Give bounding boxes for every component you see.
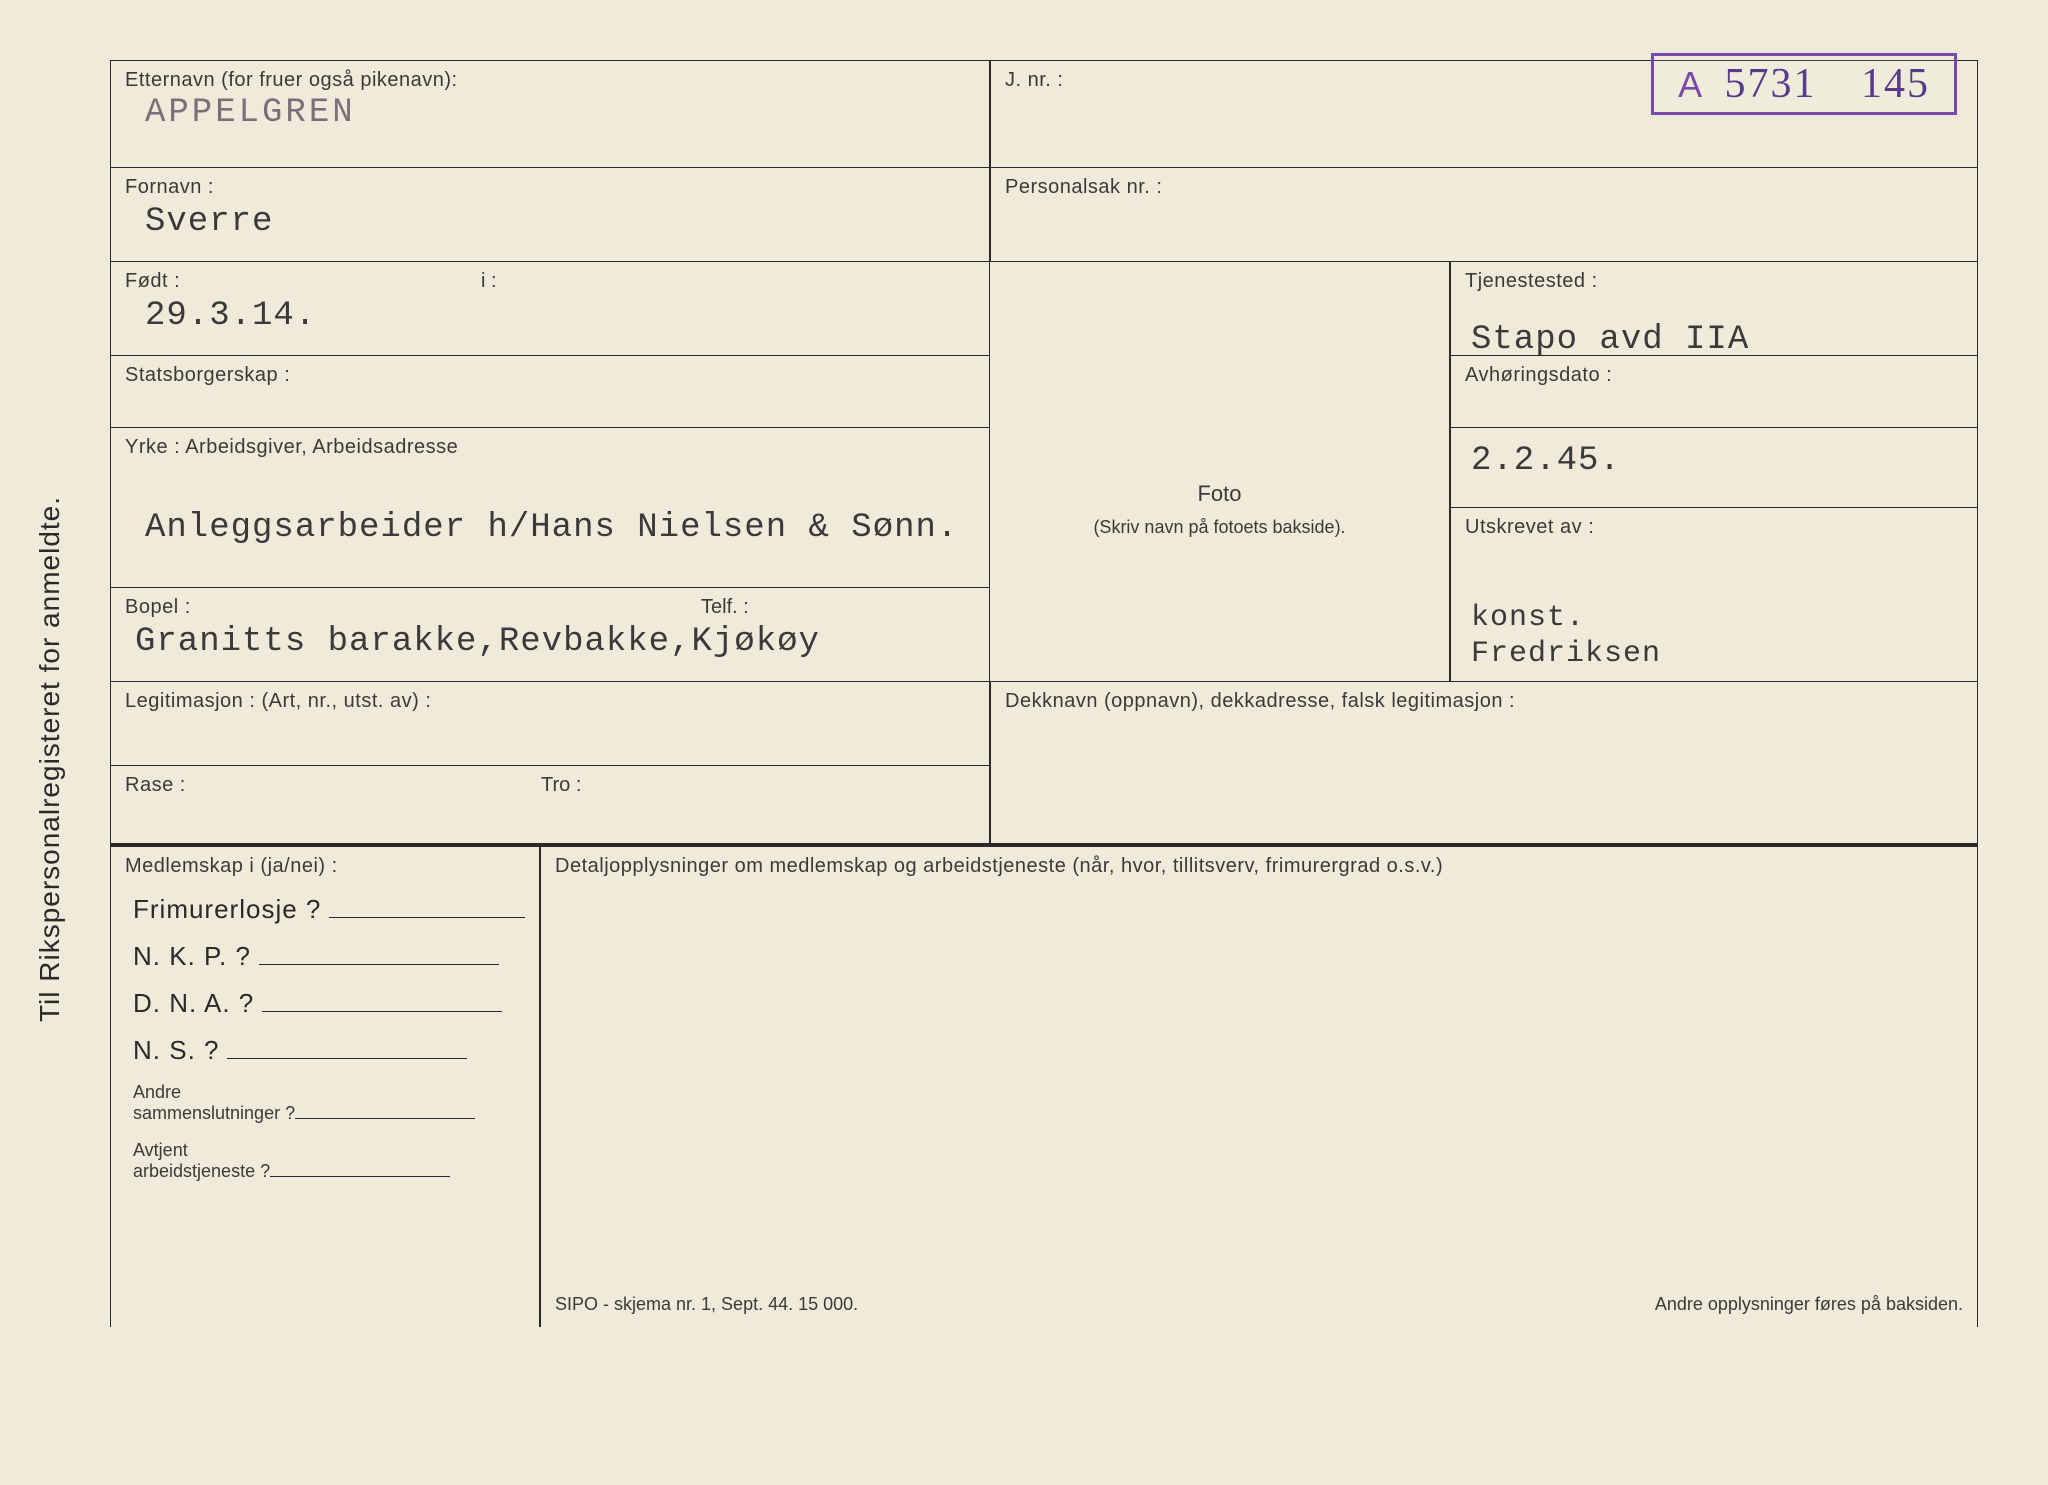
membership-avtjent: Avtjent arbeidstjeneste ? [133, 1140, 525, 1182]
value-avhoringsdato: 2.2.45. [1471, 442, 1963, 480]
membership-item: D. N. A. ? [133, 988, 525, 1019]
details-block: Detaljopplysninger om medlemskap og arbe… [540, 847, 1978, 1327]
label-utskrevet: Utskrevet av : [1465, 516, 1963, 539]
field-tjenestested: Tjenestested : Stapo avd IIA [1450, 262, 1978, 356]
value-fornavn: Sverre [145, 203, 975, 241]
field-foto-top [990, 262, 1450, 356]
field-jnr: J. nr. : A 5731 145 [990, 60, 1978, 168]
field-dekknavn-2 [990, 766, 1978, 844]
label-statsborgerskap: Statsborgerskap : [125, 364, 975, 387]
field-avh-value: 2.2.45. [1450, 428, 1978, 508]
field-fodt: Født : i : 29.3.14. [110, 262, 990, 356]
label-etternavn: Etternavn (for fruer også pikenavn): [125, 69, 975, 92]
field-personalsak: Personalsak nr. : [990, 168, 1978, 262]
label-tjenestested: Tjenestested : [1465, 270, 1963, 293]
label-bopel: Bopel : [125, 596, 975, 619]
value-utskrevet: konst. Fredriksen [1471, 600, 1963, 672]
label-yrke: Yrke : Arbeidsgiver, Arbeidsadresse [125, 436, 975, 459]
footer-left: SIPO - skjema nr. 1, Sept. 44. 15 000. [555, 1294, 858, 1315]
label-membership: Medlemskap i (ja/nei) : [125, 855, 525, 878]
membership-item: N. K. P. ? [133, 941, 525, 972]
stamp-suffix: 145 [1861, 61, 1930, 107]
label-telf: Telf. : [701, 596, 749, 619]
membership-item-label: Frimurerlosje ? [133, 894, 321, 925]
value-yrke: Anleggsarbeider h/Hans Nielsen & Sønn. [145, 509, 975, 547]
field-yrke: Yrke : Arbeidsgiver, Arbeidsadresse Anle… [110, 428, 990, 588]
label-avhoringsdato: Avhøringsdato : [1465, 364, 1963, 387]
label-fodt-i: i : [481, 270, 497, 293]
value-bopel: Granitts barakke,Revbakke,Kjøkøy [135, 623, 975, 661]
label-foto: Foto [1004, 481, 1435, 507]
value-tjenestested: Stapo avd IIA [1471, 321, 1963, 359]
field-avhoringsdato: Avhøringsdato : [1450, 356, 1978, 428]
field-foto-mid1 [990, 356, 1450, 428]
membership-block: Medlemskap i (ja/nei) : Frimurerlosje ? … [110, 847, 540, 1327]
membership-andre: Andre sammenslutninger ? [133, 1082, 525, 1124]
membership-item: Frimurerlosje ? [133, 894, 525, 925]
membership-item-label: D. N. A. ? [133, 988, 254, 1019]
label-fodt: Født : [125, 270, 975, 293]
label-dekknavn: Dekknavn (oppnavn), dekkadresse, falsk l… [1005, 690, 1963, 713]
field-utskrevet-val: konst. Fredriksen [1450, 588, 1978, 682]
stamp-number: 5731 [1725, 61, 1817, 107]
document-page: Til Rikspersonalregisteret for anmeldte.… [0, 0, 2048, 1485]
membership-item-label: N. K. P. ? [133, 941, 251, 972]
stamp-box: A 5731 145 [1651, 53, 1957, 115]
field-foto-bottom [990, 588, 1450, 682]
label-tro: Tro : [541, 774, 581, 797]
label-details: Detaljopplysninger om medlemskap og arbe… [555, 855, 1963, 878]
value-fodt: 29.3.14. [145, 297, 975, 335]
field-bopel: Bopel : Telf. : Granitts barakke,Revbakk… [110, 588, 990, 682]
field-utskrevet: Utskrevet av : [1450, 508, 1978, 588]
field-statsborgerskap: Statsborgerskap : [110, 356, 990, 428]
field-dekknavn: Dekknavn (oppnavn), dekkadresse, falsk l… [990, 682, 1978, 766]
value-etternavn: APPELGREN [145, 94, 975, 132]
vertical-title: Til Rikspersonalregisteret for anmeldte. [34, 495, 66, 1021]
footer-right: Andre opplysninger føres på baksiden. [1655, 1294, 1963, 1315]
label-andre-sub: sammenslutninger ? [133, 1103, 295, 1123]
label-legitimasjon: Legitimasjon : (Art, nr., utst. av) : [125, 690, 975, 713]
membership-item: N. S. ? [133, 1035, 525, 1066]
label-avtjent-sub: arbeidstjeneste ? [133, 1161, 270, 1181]
label-foto-sub: (Skriv navn på fotoets bakside). [1004, 517, 1435, 538]
label-personalsak: Personalsak nr. : [1005, 176, 1963, 199]
field-foto-center: Foto (Skriv navn på fotoets bakside). [990, 428, 1450, 588]
field-fornavn: Fornavn : Sverre [110, 168, 990, 262]
stamp-prefix: A [1678, 64, 1702, 105]
membership-item-label: N. S. ? [133, 1035, 219, 1066]
field-legitimasjon: Legitimasjon : (Art, nr., utst. av) : [110, 682, 990, 766]
label-avtjent: Avtjent [133, 1140, 188, 1160]
field-rase-tro: Rase : Tro : [110, 766, 990, 844]
form-card: Etternavn (for fruer også pikenavn): APP… [110, 60, 1978, 1425]
field-etternavn: Etternavn (for fruer også pikenavn): APP… [110, 60, 990, 168]
label-andre: Andre [133, 1082, 181, 1102]
label-fornavn: Fornavn : [125, 176, 975, 199]
